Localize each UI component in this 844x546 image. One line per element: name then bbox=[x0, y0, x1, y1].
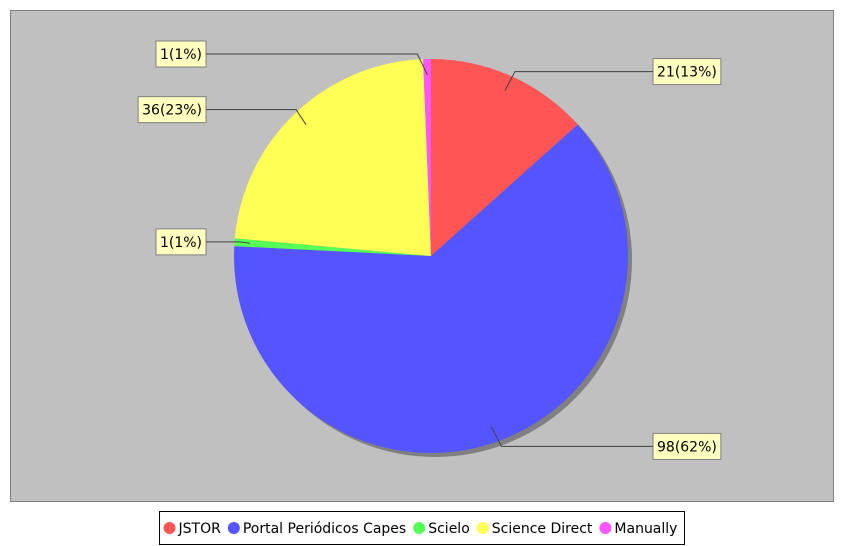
pie-slice bbox=[423, 59, 431, 256]
legend-marker bbox=[476, 522, 489, 534]
label-text: 1(1%) bbox=[160, 235, 202, 251]
pie-slice bbox=[431, 59, 578, 256]
legend-label: Science Direct bbox=[492, 521, 593, 537]
leader-line bbox=[206, 53, 428, 76]
label-box bbox=[155, 228, 207, 256]
legend-marker bbox=[163, 522, 176, 534]
legend-label: Manually bbox=[614, 521, 677, 537]
leader-line bbox=[206, 241, 251, 244]
data-label: 21(13%) bbox=[652, 58, 722, 86]
label-box bbox=[137, 96, 207, 124]
legend-marker bbox=[413, 522, 426, 534]
label-box bbox=[155, 40, 207, 68]
label-box bbox=[652, 432, 722, 460]
label-box bbox=[652, 58, 722, 86]
pie-slice bbox=[234, 59, 431, 256]
data-label: 36(23%) bbox=[137, 96, 207, 124]
label-text: 21(13%) bbox=[657, 65, 717, 81]
label-text: 1(1%) bbox=[160, 47, 202, 63]
pie-slice bbox=[234, 238, 431, 256]
pie-slice bbox=[233, 124, 628, 454]
leader-line bbox=[491, 426, 653, 447]
leader-line bbox=[206, 109, 307, 125]
legend: JSTOR Portal Periódicos Capes Scielo Scienc… bbox=[159, 511, 685, 545]
data-label: 1(1%) bbox=[155, 40, 207, 68]
legend-marker bbox=[599, 522, 612, 534]
data-label: 98(62%) bbox=[652, 432, 722, 460]
label-text: 36(23%) bbox=[142, 103, 202, 119]
legend-label: JSTOR bbox=[178, 521, 222, 537]
leader-line bbox=[504, 71, 653, 91]
legend-label: Scielo bbox=[428, 521, 470, 537]
label-text: 98(62%) bbox=[657, 439, 717, 455]
legend-marker bbox=[227, 522, 240, 534]
data-label: 1(1%) bbox=[155, 228, 207, 256]
legend-label: Portal Periódicos Capes bbox=[243, 521, 406, 537]
